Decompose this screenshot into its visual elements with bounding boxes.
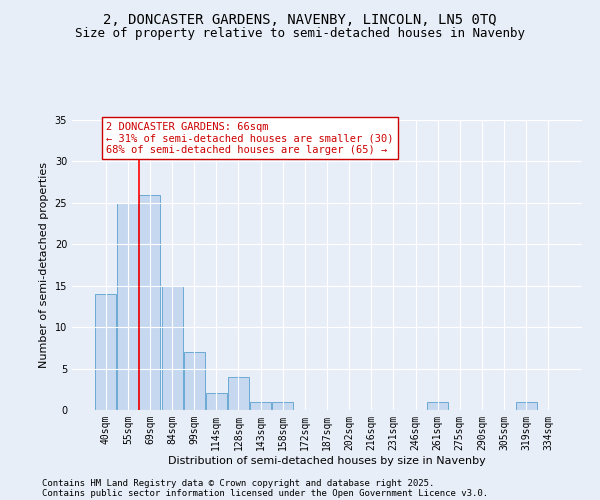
Bar [118, 203, 139, 410]
Bar [250, 402, 271, 410]
Text: Size of property relative to semi-detached houses in Navenby: Size of property relative to semi-detach… [75, 28, 525, 40]
Bar [161, 286, 182, 410]
Bar [515, 402, 536, 410]
Y-axis label: Number of semi-detached properties: Number of semi-detached properties [39, 162, 49, 368]
Bar [95, 294, 116, 410]
Bar [184, 352, 205, 410]
Bar [427, 402, 448, 410]
Bar [272, 402, 293, 410]
Bar [228, 377, 249, 410]
X-axis label: Distribution of semi-detached houses by size in Navenby: Distribution of semi-detached houses by … [168, 456, 486, 466]
Text: Contains public sector information licensed under the Open Government Licence v3: Contains public sector information licen… [42, 488, 488, 498]
Text: Contains HM Land Registry data © Crown copyright and database right 2025.: Contains HM Land Registry data © Crown c… [42, 478, 434, 488]
Bar [206, 394, 227, 410]
Text: 2 DONCASTER GARDENS: 66sqm
← 31% of semi-detached houses are smaller (30)
68% of: 2 DONCASTER GARDENS: 66sqm ← 31% of semi… [106, 122, 394, 155]
Bar [139, 194, 160, 410]
Text: 2, DONCASTER GARDENS, NAVENBY, LINCOLN, LN5 0TQ: 2, DONCASTER GARDENS, NAVENBY, LINCOLN, … [103, 12, 497, 26]
